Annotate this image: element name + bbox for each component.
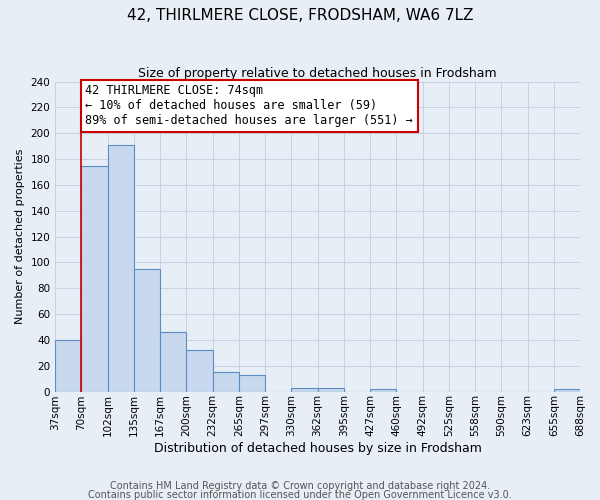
Bar [212,372,239,392]
Text: 42 THIRLMERE CLOSE: 74sqm
← 10% of detached houses are smaller (59)
89% of semi-: 42 THIRLMERE CLOSE: 74sqm ← 10% of detac… [85,84,413,127]
X-axis label: Distribution of detached houses by size in Frodsham: Distribution of detached houses by size … [154,442,482,455]
Bar [239,375,265,392]
Bar [292,388,317,392]
Text: Contains public sector information licensed under the Open Government Licence v3: Contains public sector information licen… [88,490,512,500]
Text: 42, THIRLMERE CLOSE, FRODSHAM, WA6 7LZ: 42, THIRLMERE CLOSE, FRODSHAM, WA6 7LZ [127,8,473,22]
Title: Size of property relative to detached houses in Frodsham: Size of property relative to detached ho… [138,68,497,80]
Bar [317,388,344,392]
Bar [82,166,107,392]
Bar [554,389,580,392]
Bar [55,340,82,392]
Bar [107,145,134,392]
Bar [187,350,212,392]
Bar [160,332,187,392]
Bar [370,389,397,392]
Text: Contains HM Land Registry data © Crown copyright and database right 2024.: Contains HM Land Registry data © Crown c… [110,481,490,491]
Y-axis label: Number of detached properties: Number of detached properties [15,149,25,324]
Bar [134,269,160,392]
